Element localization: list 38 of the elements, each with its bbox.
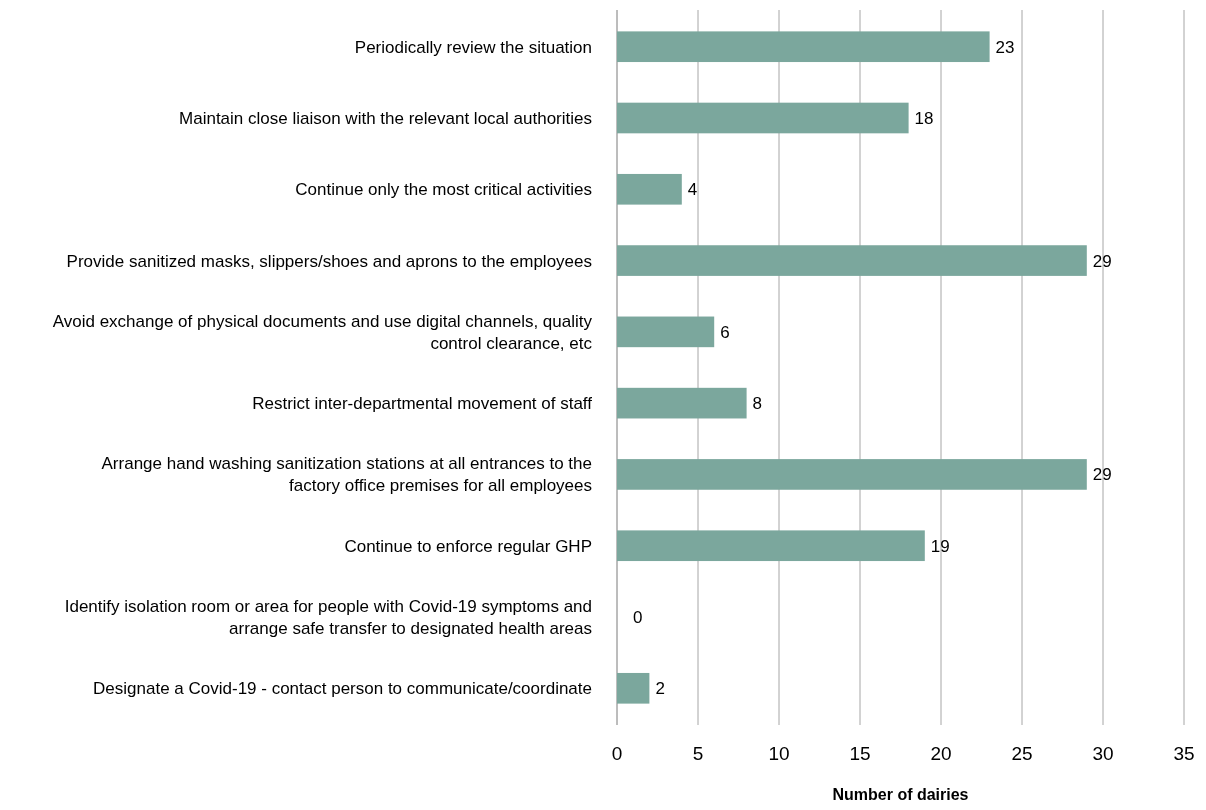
data-label: 6: [720, 322, 730, 342]
y-tick-label: Avoid exchange of physical documents and use digital channels, quality control clearance, etc: [52, 311, 593, 353]
data-label: 19: [930, 536, 950, 556]
x-tick-label: 20: [930, 743, 952, 764]
x-axis-title: Number of dairies: [832, 786, 969, 803]
y-tick-label: Maintain close liaison with the relevant local authorities: [179, 108, 592, 128]
y-tick-label: Continue to enforce regular GHP: [344, 536, 592, 556]
y-tick-label: Periodically review the situation: [354, 37, 592, 57]
data-label: 0: [633, 607, 643, 627]
x-tick-label: 5: [692, 743, 704, 764]
y-tick-label: Designate a Covid-19 - contact person to communicate/coordinate: [93, 679, 592, 699]
x-tick-label: 25: [1011, 743, 1033, 764]
bar: [617, 173, 682, 205]
bar: [617, 245, 1087, 276]
y-tick-label: Continue only the most critical activities: [295, 180, 592, 200]
data-label: 18: [914, 108, 934, 128]
data-label: 29: [1092, 251, 1112, 271]
bar: [617, 387, 747, 419]
bar: [617, 530, 925, 562]
x-tick-label: 0: [611, 743, 623, 764]
bar: [617, 672, 650, 704]
x-tick-label: 10: [768, 743, 790, 764]
y-tick-label: Identify isolation room or area for people with Covid-19 symptoms and arrange safe transfer to designated health areas: [64, 596, 592, 638]
y-tick-label: Restrict inter-departmental movement of staff: [252, 394, 593, 414]
data-label: 29: [1092, 465, 1112, 485]
y-tick-label: Provide sanitized masks, slippers/shoes and aprons to the employees: [66, 251, 592, 271]
y-tick-label: Arrange hand washing sanitization stations at all entrances to the factory office premises for all employees: [101, 454, 592, 496]
bar: [617, 31, 990, 63]
data-label: 4: [687, 180, 698, 200]
bar: [617, 316, 715, 348]
bar: [617, 102, 909, 134]
data-label: 23: [995, 37, 1015, 57]
x-tick-label: 35: [1173, 743, 1195, 764]
data-label: 8: [752, 394, 763, 414]
x-tick-label: 15: [849, 743, 871, 764]
bar: [617, 459, 1087, 490]
x-tick-label: 30: [1092, 743, 1114, 764]
data-label: 2: [655, 679, 665, 699]
